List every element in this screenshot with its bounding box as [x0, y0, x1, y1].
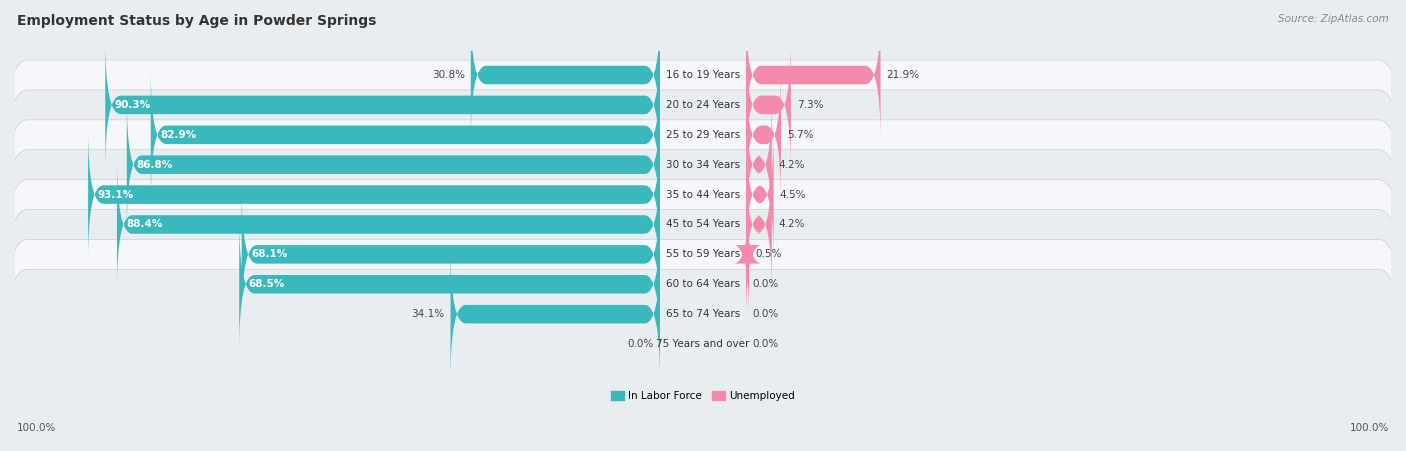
Text: 60 to 64 Years: 60 to 64 Years — [666, 279, 740, 289]
Text: 93.1%: 93.1% — [97, 189, 134, 200]
Text: 0.0%: 0.0% — [752, 279, 779, 289]
FancyBboxPatch shape — [450, 249, 659, 380]
Text: 4.2%: 4.2% — [778, 220, 804, 230]
Text: 0.0%: 0.0% — [627, 339, 654, 349]
FancyBboxPatch shape — [3, 30, 1403, 179]
Text: 86.8%: 86.8% — [136, 160, 173, 170]
Text: 30.8%: 30.8% — [432, 70, 464, 80]
Text: 100.0%: 100.0% — [17, 423, 56, 433]
Text: 0.0%: 0.0% — [752, 309, 779, 319]
FancyBboxPatch shape — [3, 210, 1403, 359]
FancyBboxPatch shape — [747, 129, 773, 260]
Legend: In Labor Force, Unemployed: In Labor Force, Unemployed — [612, 391, 794, 401]
Text: 35 to 44 Years: 35 to 44 Years — [666, 189, 740, 200]
FancyBboxPatch shape — [3, 239, 1403, 389]
Text: 88.4%: 88.4% — [127, 220, 163, 230]
Text: 55 to 59 Years: 55 to 59 Years — [666, 249, 740, 259]
Text: 7.3%: 7.3% — [797, 100, 824, 110]
Text: 0.0%: 0.0% — [752, 339, 779, 349]
Text: 45 to 54 Years: 45 to 54 Years — [666, 220, 740, 230]
Text: 100.0%: 100.0% — [1350, 423, 1389, 433]
Text: Employment Status by Age in Powder Springs: Employment Status by Age in Powder Sprin… — [17, 14, 377, 28]
Text: 25 to 29 Years: 25 to 29 Years — [666, 130, 740, 140]
FancyBboxPatch shape — [3, 179, 1403, 329]
Text: 16 to 19 Years: 16 to 19 Years — [666, 70, 740, 80]
Text: 21.9%: 21.9% — [887, 70, 920, 80]
Text: 4.5%: 4.5% — [780, 189, 806, 200]
FancyBboxPatch shape — [471, 9, 659, 140]
Text: 20 to 24 Years: 20 to 24 Years — [666, 100, 740, 110]
FancyBboxPatch shape — [747, 9, 880, 140]
FancyBboxPatch shape — [3, 120, 1403, 269]
Text: 65 to 74 Years: 65 to 74 Years — [666, 309, 740, 319]
FancyBboxPatch shape — [105, 39, 659, 170]
Text: 0.5%: 0.5% — [755, 249, 782, 259]
FancyBboxPatch shape — [734, 189, 762, 320]
Text: Source: ZipAtlas.com: Source: ZipAtlas.com — [1278, 14, 1389, 23]
FancyBboxPatch shape — [3, 60, 1403, 210]
FancyBboxPatch shape — [3, 0, 1403, 150]
Text: 82.9%: 82.9% — [160, 130, 195, 140]
FancyBboxPatch shape — [3, 90, 1403, 239]
Text: 68.5%: 68.5% — [249, 279, 284, 289]
FancyBboxPatch shape — [242, 189, 659, 320]
Text: 90.3%: 90.3% — [114, 100, 150, 110]
Text: 68.1%: 68.1% — [250, 249, 287, 259]
FancyBboxPatch shape — [3, 150, 1403, 299]
FancyBboxPatch shape — [127, 99, 659, 230]
FancyBboxPatch shape — [747, 39, 790, 170]
FancyBboxPatch shape — [747, 159, 772, 290]
FancyBboxPatch shape — [747, 99, 772, 230]
Text: 34.1%: 34.1% — [412, 309, 444, 319]
FancyBboxPatch shape — [117, 159, 659, 290]
Text: 75 Years and over: 75 Years and over — [657, 339, 749, 349]
Text: 4.2%: 4.2% — [778, 160, 804, 170]
FancyBboxPatch shape — [747, 69, 780, 200]
Text: 30 to 34 Years: 30 to 34 Years — [666, 160, 740, 170]
FancyBboxPatch shape — [239, 219, 659, 350]
FancyBboxPatch shape — [89, 129, 659, 260]
FancyBboxPatch shape — [150, 69, 659, 200]
FancyBboxPatch shape — [3, 269, 1403, 419]
Text: 5.7%: 5.7% — [787, 130, 814, 140]
